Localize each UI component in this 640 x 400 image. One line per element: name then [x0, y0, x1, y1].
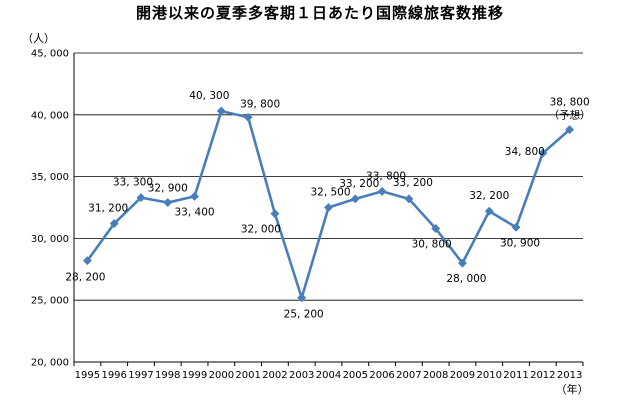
annotation-forecast: （予想）	[549, 109, 591, 122]
x-tick-label: 2013	[557, 370, 582, 381]
data-label-2010: 32, 200	[469, 190, 509, 202]
data-point-2005	[350, 194, 360, 204]
y-tick-labels: 20, 000 25, 000 30, 000 35, 000 40, 000 45, 0…	[31, 49, 69, 369]
data-label-2001: 39, 800	[240, 98, 280, 110]
y-tick-label: 40, 000	[31, 110, 69, 121]
data-label-2013: 38, 800	[550, 97, 590, 109]
data-point-1998	[163, 198, 173, 208]
data-label-1996: 31, 200	[88, 203, 128, 215]
data-point-2002	[270, 209, 280, 219]
x-tick-label: 2003	[289, 370, 314, 381]
data-point-2000	[216, 106, 226, 116]
data-point-2001	[243, 112, 253, 122]
x-tick-label: 2012	[530, 370, 555, 381]
data-label-1999: 33, 400	[175, 206, 215, 218]
data-point-2003	[297, 293, 307, 303]
data-label-2007: 33, 200	[393, 177, 433, 189]
data-point-1995	[82, 256, 92, 266]
data-point-2013	[565, 125, 575, 135]
x-tick-label: 2010	[477, 370, 502, 381]
data-label-2009: 28, 000	[446, 273, 486, 285]
data-label-1998: 32, 900	[148, 183, 188, 195]
y-tick-label: 35, 000	[31, 172, 69, 183]
data-point-2007	[404, 194, 414, 204]
data-point-2008	[431, 223, 441, 234]
x-tick-label: 1998	[155, 370, 180, 381]
x-tick-label: 1999	[182, 370, 207, 381]
x-tick-label: 2005	[343, 370, 368, 381]
data-point-2012	[538, 148, 548, 158]
data-point-1996	[109, 219, 119, 229]
data-label-2006: 33, 800	[366, 170, 406, 182]
x-tick-label: 2008	[423, 370, 448, 381]
data-label-1995: 28, 200	[65, 272, 105, 284]
x-tick-label: 2000	[209, 370, 234, 381]
data-point-2004	[323, 202, 334, 213]
data-label-2002: 32, 000	[241, 224, 281, 236]
grid-layer	[73, 52, 584, 366]
y-tick-label: 20, 000	[31, 358, 69, 369]
data-point-2011	[511, 222, 521, 232]
y-tick-label: 45, 000	[31, 49, 69, 60]
series-layer	[82, 106, 575, 303]
x-tick-label: 2011	[503, 370, 528, 381]
data-label-2008: 30, 800	[412, 239, 452, 251]
x-tick-label: 2001	[235, 370, 260, 381]
x-tick-label: 2004	[316, 370, 341, 381]
y-axis-unit: （人）	[22, 32, 55, 45]
data-label-2012: 34, 800	[505, 146, 545, 158]
data-label-2000: 40, 300	[189, 90, 229, 102]
x-tick-label: 1995	[75, 370, 100, 381]
data-point-2010	[484, 206, 494, 216]
x-tick-label: 1996	[101, 370, 126, 381]
data-label-2011: 30, 900	[500, 237, 540, 249]
data-label-1997: 33, 300	[113, 177, 153, 189]
data-point-1997	[136, 193, 146, 203]
y-tick-label: 30, 000	[31, 234, 69, 245]
data-point-2006	[377, 186, 387, 196]
chart-title: 開港以来の夏季多客期１日あたり国際線旅客数推移	[135, 4, 504, 22]
data-label-2004: 32, 500	[310, 187, 350, 199]
x-tick-label: 1997	[128, 370, 153, 381]
x-tick-labels: 1995 1996 1997 1998 1999 2000 2001 2002 2003 2004…	[75, 370, 583, 381]
x-tick-label: 2002	[262, 370, 287, 381]
x-tick-label: 2006	[369, 370, 394, 381]
x-tick-label: 2007	[396, 370, 421, 381]
data-label-2003: 25, 200	[284, 309, 324, 321]
data-point-2009	[457, 258, 468, 268]
x-tick-label: 2009	[450, 370, 475, 381]
y-tick-label: 25, 000	[31, 296, 69, 307]
x-axis-unit: （年）	[556, 382, 589, 396]
data-label-2005: 33, 200	[339, 178, 379, 190]
data-point-1999	[189, 191, 200, 201]
